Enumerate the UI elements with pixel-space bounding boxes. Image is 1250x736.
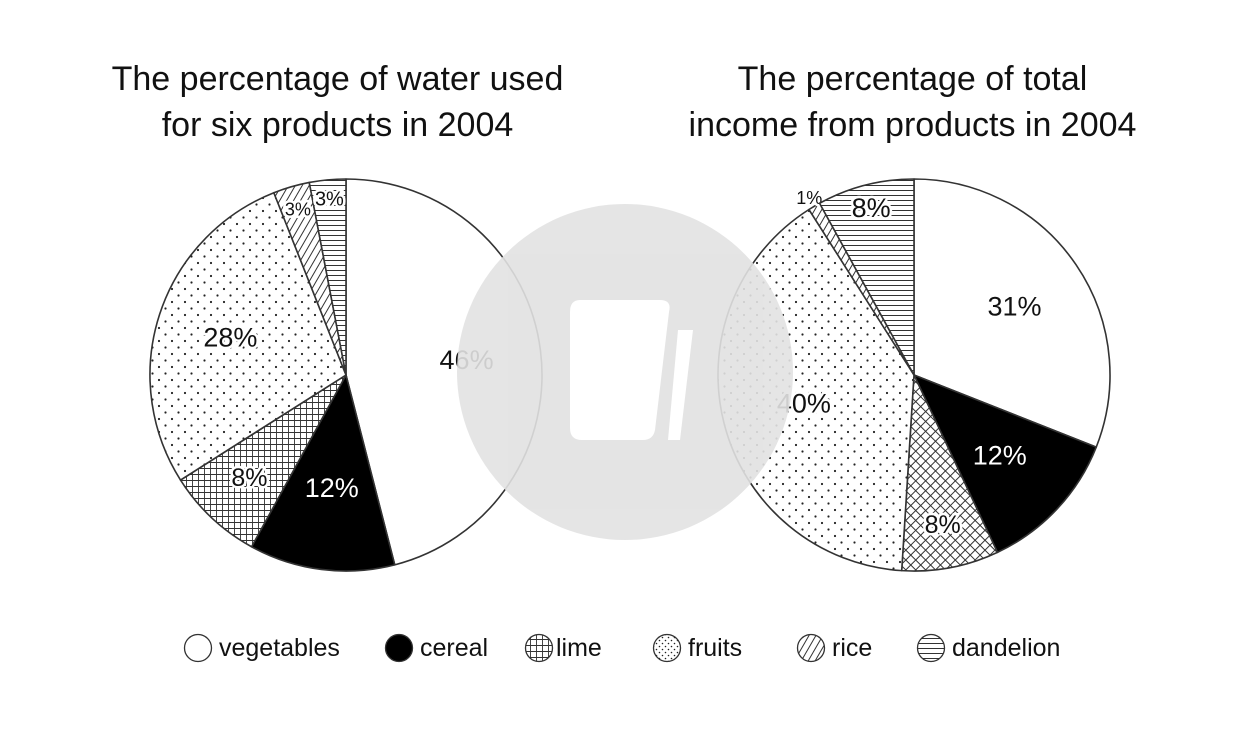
legend-swatch-lime: [524, 633, 554, 663]
pie-1-slice-vegetables: [913, 178, 1111, 448]
legend-item-lime: lime: [524, 628, 602, 668]
legend-swatch-fruits: [652, 633, 682, 663]
legend-label-vegetables: vegetables: [219, 633, 340, 662]
chart-legend: vegetables cereal lime fruits rice dande…: [0, 628, 1250, 668]
pie-1-slice-dandelion: [818, 178, 915, 376]
legend-swatch-vegetables: [183, 633, 213, 663]
legend-label-lime: lime: [556, 633, 602, 662]
pie-0-slice-fruits: [149, 191, 347, 481]
pie-0-label-rice: 3%: [285, 199, 311, 219]
legend-item-dandelion: dandelion: [916, 628, 1060, 668]
pie-0-label-cereal: 12%: [305, 473, 359, 503]
legend-item-vegetables: vegetables: [183, 628, 340, 668]
legend-label-dandelion: dandelion: [952, 633, 1061, 662]
legend-item-rice: rice: [796, 628, 872, 668]
pie-1-label-lime: 8%: [925, 511, 961, 539]
pie-1-label-rice: 1%: [796, 188, 822, 208]
chart-title-water: The percentage of water used for six pro…: [111, 60, 564, 144]
pie-1-slice-lime: [900, 374, 999, 572]
legend-label-fruits: fruits: [688, 633, 743, 662]
pie-0-slice-lime: [179, 374, 347, 548]
chart-title-income: The percentage of total income from prod…: [688, 60, 1137, 144]
legend-swatch-dandelion: [916, 633, 946, 663]
pie-1-label-vegetables: 31%: [987, 292, 1041, 322]
pie-0-label-dandelion: 3%: [315, 188, 344, 210]
legend-item-fruits: fruits: [652, 628, 742, 668]
pie-0-label-lime: 8%: [231, 464, 267, 492]
legend-item-cereal: cereal: [384, 628, 488, 668]
pie-1-label-dandelion: 8%: [852, 193, 891, 223]
pie-1-slice-cereal: [913, 374, 1098, 554]
legend-swatch-rice: [796, 633, 826, 663]
legend-label-cereal: cereal: [420, 633, 489, 662]
legend-label-rice: rice: [832, 633, 873, 662]
pie-0-slice-cereal: [250, 374, 396, 572]
watermark: [457, 204, 793, 540]
legend-swatch-cereal: [384, 633, 414, 663]
pie-1-label-cereal: 12%: [973, 441, 1027, 471]
pie-0-slice-dandelion: [308, 178, 347, 376]
pie-0-label-fruits: 28%: [203, 322, 257, 352]
